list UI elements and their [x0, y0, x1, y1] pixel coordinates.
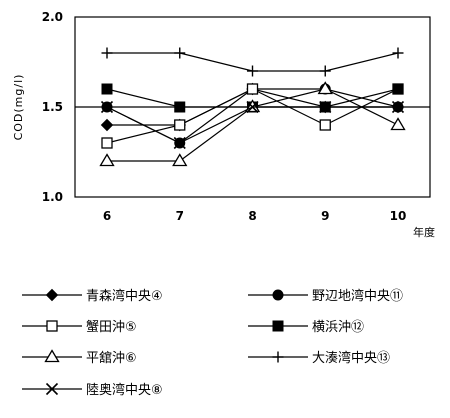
legend-label: 青森湾中央④	[86, 288, 163, 304]
legend-marker	[46, 320, 58, 332]
legend-item: 横浜沖⑫	[248, 320, 364, 335]
data-point	[173, 136, 186, 150]
legend-marker	[272, 351, 284, 363]
legend-item: 大湊湾中央⑬	[248, 350, 390, 366]
x-tick-label: 6	[103, 209, 111, 223]
data-point	[101, 137, 113, 149]
legend-marker	[272, 320, 284, 332]
legend-item: 蟹田沖⑤	[22, 320, 137, 335]
legend-label: 陸奥湾中央⑧	[86, 382, 163, 398]
series-7	[100, 100, 405, 150]
data-point	[172, 153, 188, 167]
data-point	[99, 153, 115, 167]
legend-label: 平舘沖⑥	[86, 350, 137, 366]
data-point	[392, 47, 404, 59]
data-point	[174, 101, 186, 113]
legend-item: 野辺地湾中央⑪	[248, 288, 403, 304]
data-point	[392, 83, 404, 95]
legend-label: 大湊湾中央⑬	[312, 350, 390, 366]
legend-marker	[45, 288, 59, 302]
x-tick-label: 10	[390, 209, 407, 223]
data-point	[101, 83, 113, 95]
series-line	[106, 88, 399, 144]
legend-marker	[272, 289, 284, 301]
data-point	[317, 81, 333, 95]
data-point	[246, 83, 259, 95]
x-axis-title: 年度	[413, 225, 435, 239]
data-point	[174, 47, 186, 59]
y-tick-label: 1.0	[42, 190, 63, 204]
data-point	[100, 118, 114, 132]
data-point	[319, 119, 331, 131]
data-point	[319, 65, 331, 77]
data-point	[391, 100, 405, 114]
y-tick-label: 1.5	[42, 100, 63, 114]
series-6	[101, 47, 404, 77]
legend-marker	[45, 382, 59, 396]
legend-item: 青森湾中央④	[22, 288, 163, 304]
data-point	[100, 100, 114, 114]
legend-label: 野辺地湾中央⑪	[312, 288, 403, 304]
data-point	[246, 100, 259, 114]
legend-item: 陸奥湾中央⑧	[22, 382, 163, 398]
series-3	[101, 83, 404, 149]
data-point	[247, 65, 258, 77]
legend-label: 蟹田沖⑤	[86, 320, 137, 335]
legend-marker	[44, 349, 60, 363]
x-tick-label: 7	[176, 209, 184, 223]
y-axis-title: COD(mg/l)	[12, 74, 25, 141]
data-point	[390, 117, 406, 131]
x-tick-label: 8	[248, 209, 256, 223]
legend-label: 横浜沖⑫	[312, 320, 364, 335]
y-tick-label: 2.0	[42, 10, 63, 24]
data-point	[319, 100, 332, 114]
data-point	[174, 119, 186, 131]
x-tick-label: 9	[321, 209, 329, 223]
series-line	[106, 88, 399, 144]
data-point	[101, 47, 113, 59]
legend-item: 平舘沖⑥	[22, 349, 137, 366]
